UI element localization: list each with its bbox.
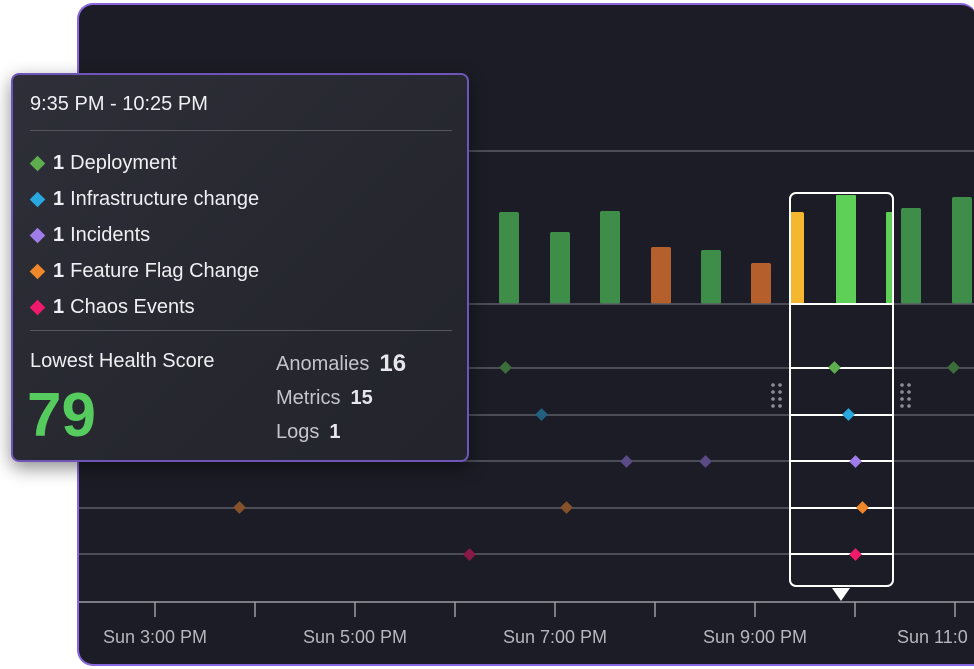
health-score-value: 79 bbox=[27, 381, 96, 450]
health-score-label: Lowest Health Score bbox=[30, 350, 215, 372]
event-tooltip: 9:35 PM - 10:25 PM 1 Deployment 1 Infras… bbox=[11, 73, 469, 462]
stat-logs: Logs 1 bbox=[276, 415, 406, 449]
health-bar[interactable] bbox=[550, 232, 570, 304]
health-bar-selected[interactable] bbox=[790, 212, 804, 304]
x-tick-label: Sun 11:0 bbox=[897, 627, 968, 647]
caret-down-icon bbox=[832, 588, 850, 601]
divider bbox=[30, 130, 452, 131]
diamond-icon bbox=[29, 299, 46, 315]
event-label: Incidents bbox=[70, 223, 151, 246]
selection-frame[interactable] bbox=[789, 192, 894, 587]
diamond-icon[interactable] bbox=[849, 548, 862, 561]
stat-metrics: Metrics 15 bbox=[276, 381, 406, 415]
event-count: 1 bbox=[53, 295, 65, 318]
health-bar[interactable] bbox=[901, 208, 921, 304]
x-tick-label: Sun 7:00 PM bbox=[503, 627, 607, 647]
health-bar-selected[interactable] bbox=[836, 195, 856, 304]
x-tick-label: Sun 9:00 PM bbox=[703, 627, 807, 647]
health-bar[interactable] bbox=[751, 263, 771, 304]
diamond-icon[interactable] bbox=[842, 408, 855, 421]
diamond-icon bbox=[29, 191, 46, 207]
event-summary-incidents: 1 Incidents bbox=[29, 217, 259, 253]
stat-label: Logs bbox=[276, 420, 320, 443]
event-summary-feature-flag: 1 Feature Flag Change bbox=[29, 253, 260, 289]
diamond-icon[interactable] bbox=[856, 501, 869, 514]
stat-label: Anomalies bbox=[276, 352, 370, 375]
x-axis: Sun 3:00 PM Sun 5:00 PM Sun 7:00 PM Sun … bbox=[79, 601, 974, 647]
health-bars bbox=[499, 195, 972, 304]
event-summary-infrastructure: 1 Infrastructure change bbox=[29, 181, 260, 217]
stat-label: Metrics bbox=[276, 386, 341, 409]
stat-value: 15 bbox=[350, 386, 373, 409]
event-summary-chaos: 1 Chaos Events bbox=[29, 289, 259, 325]
diamond-icon[interactable] bbox=[849, 455, 862, 468]
health-bar[interactable] bbox=[651, 247, 671, 304]
event-label: Chaos Events bbox=[70, 295, 195, 318]
diamond-icon[interactable] bbox=[560, 501, 573, 514]
event-label: Infrastructure change bbox=[70, 187, 260, 210]
health-bar[interactable] bbox=[499, 212, 519, 304]
diamond-icon bbox=[29, 227, 46, 243]
event-count: 1 bbox=[53, 223, 65, 246]
stat-value: 16 bbox=[379, 350, 407, 377]
diamond-icon[interactable] bbox=[620, 455, 633, 468]
event-label: Feature Flag Change bbox=[70, 259, 260, 282]
tooltip-time-range: 9:35 PM - 10:25 PM bbox=[30, 93, 208, 115]
event-count: 1 bbox=[53, 151, 65, 174]
diamond-icon bbox=[29, 263, 46, 279]
diamond-icon bbox=[29, 155, 46, 171]
selection-window[interactable] bbox=[789, 192, 894, 601]
diamond-icon[interactable] bbox=[499, 361, 512, 374]
grip-dots-icon[interactable] bbox=[771, 383, 782, 408]
event-summary-list: 1 Deployment 1 Infrastructure change 1 I… bbox=[29, 145, 260, 325]
event-label: Deployment bbox=[70, 151, 177, 174]
diamond-icon[interactable] bbox=[947, 361, 960, 374]
diamond-icon[interactable] bbox=[699, 455, 712, 468]
diamond-icon[interactable] bbox=[463, 548, 476, 561]
stat-value: 1 bbox=[329, 420, 341, 443]
health-bar[interactable] bbox=[701, 250, 721, 304]
event-count: 1 bbox=[53, 187, 65, 210]
event-summary-deployment: 1 Deployment bbox=[29, 145, 259, 181]
health-bar[interactable] bbox=[952, 197, 972, 304]
diamond-icon[interactable] bbox=[828, 361, 841, 374]
divider bbox=[30, 330, 452, 331]
diamond-icon[interactable] bbox=[233, 501, 246, 514]
health-stats: Anomalies 16 Metrics 15 Logs 1 bbox=[276, 347, 406, 449]
x-tick-label: Sun 3:00 PM bbox=[103, 627, 207, 647]
stat-anomalies: Anomalies 16 bbox=[276, 347, 406, 381]
event-count: 1 bbox=[53, 259, 65, 282]
grip-dots-icon[interactable] bbox=[900, 383, 911, 408]
x-tick-label: Sun 5:00 PM bbox=[303, 627, 407, 647]
diamond-icon[interactable] bbox=[535, 408, 548, 421]
health-bar[interactable] bbox=[600, 211, 620, 304]
